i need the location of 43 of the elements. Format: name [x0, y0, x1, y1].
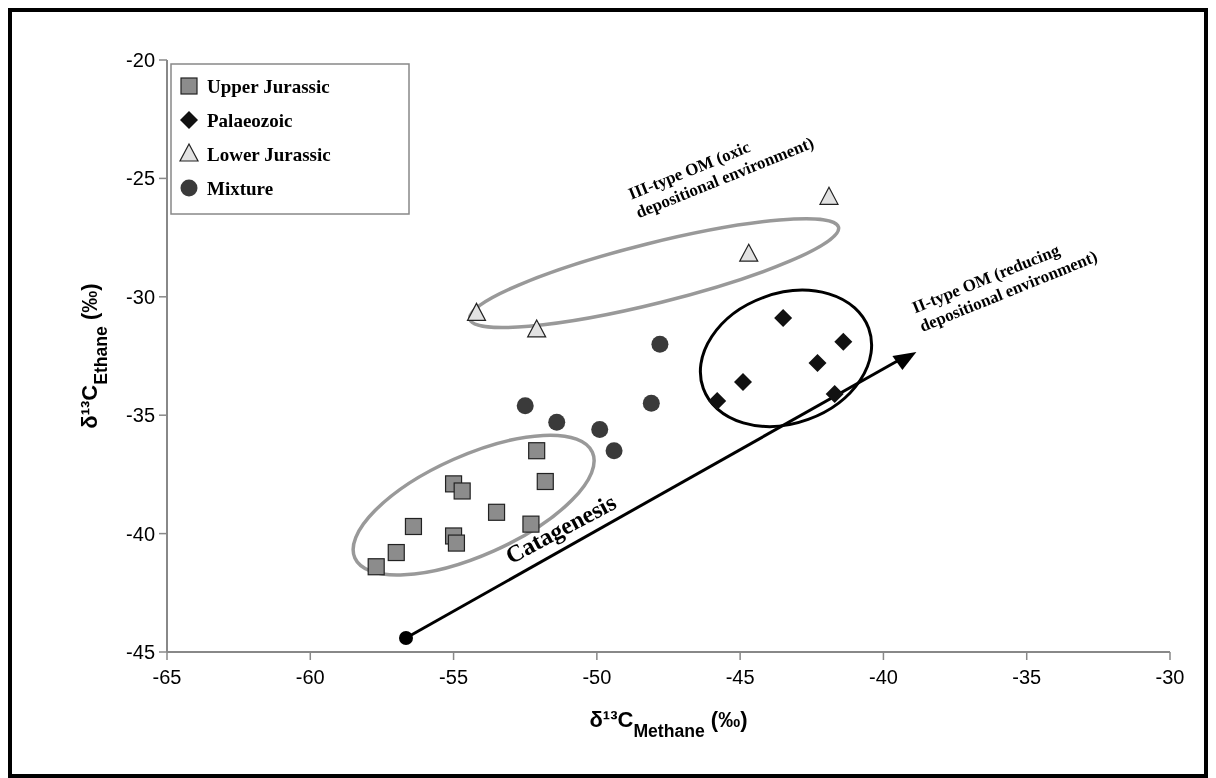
point — [774, 309, 793, 328]
x-tick-label: -30 — [1155, 666, 1185, 688]
legend-label: Upper Jurassic — [207, 76, 330, 97]
point — [466, 302, 487, 321]
point — [367, 558, 385, 576]
point — [651, 335, 669, 353]
x-tick-label: -45 — [725, 666, 755, 688]
point — [605, 442, 623, 460]
point — [453, 482, 471, 500]
point — [528, 442, 546, 460]
x-tick-label: -65 — [152, 666, 182, 688]
x-tick-label: -40 — [868, 666, 898, 688]
point — [536, 472, 554, 491]
legend-label: Mixture — [207, 178, 274, 199]
point — [834, 332, 853, 351]
point — [739, 243, 759, 262]
x-tick-label: -50 — [582, 666, 612, 688]
y-tick-label: -20 — [126, 49, 155, 71]
x-tick-label: -55 — [439, 666, 469, 688]
legend-label: Palaeozoic — [207, 110, 293, 131]
point — [825, 384, 844, 403]
point — [591, 420, 609, 438]
point — [808, 354, 827, 373]
point — [734, 373, 753, 392]
point — [516, 397, 534, 415]
point — [708, 391, 727, 410]
point — [387, 543, 405, 562]
point — [447, 534, 466, 552]
y-tick-label: -35 — [126, 404, 155, 427]
point — [819, 186, 839, 205]
x-axis-title: δ¹³C$_{Methane}$ (‰) — [589, 707, 748, 741]
point — [404, 517, 423, 536]
x-tick-label: -60 — [295, 666, 325, 688]
point — [642, 394, 660, 412]
legend-label: Lower Jurassic — [207, 144, 331, 165]
y-tick-label: -30 — [126, 285, 155, 308]
y-tick-label: -25 — [126, 167, 155, 190]
y-tick-label: -45 — [126, 641, 155, 663]
point — [527, 319, 547, 338]
x-tick-label: -35 — [1012, 666, 1042, 688]
point — [548, 413, 566, 431]
point — [487, 503, 506, 521]
y-tick-label: -40 — [126, 522, 155, 545]
